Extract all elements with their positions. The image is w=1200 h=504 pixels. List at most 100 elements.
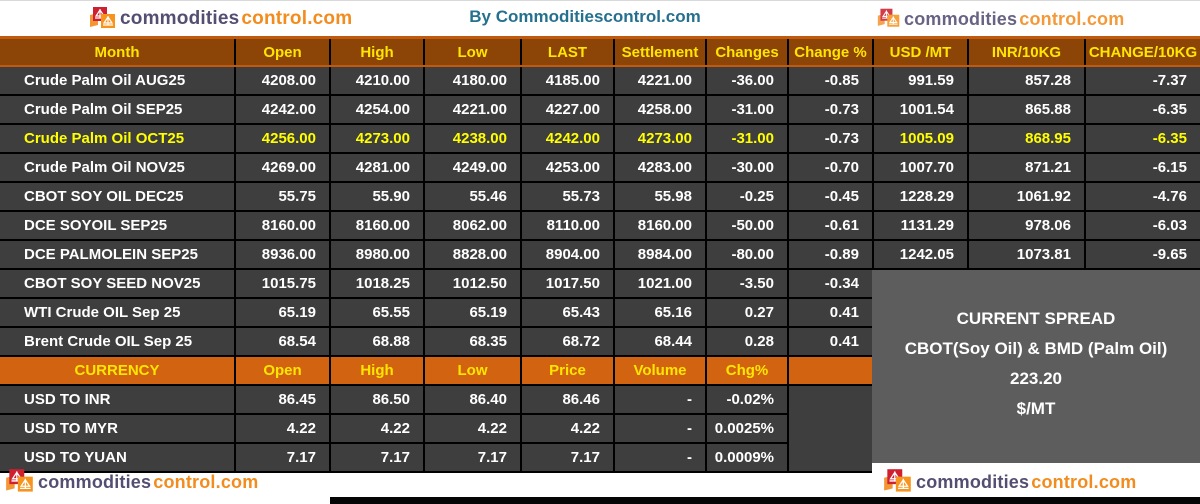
value-cell: 1131.29 <box>874 212 967 239</box>
value-cell: 7.17 <box>331 444 423 471</box>
value-cell: 0.0009% <box>707 444 787 471</box>
value-cell: 7.17 <box>236 444 329 471</box>
brand-logo-bottom-left[interactable]: commodities control.com <box>4 467 258 497</box>
brand-logo-top-left[interactable]: commodities control.com <box>88 5 352 33</box>
brand-name-part1: commodities <box>38 471 152 492</box>
brand-name-part2: control.com <box>1031 471 1137 492</box>
currency-name-cell: USD TO MYR <box>0 415 234 442</box>
contract-name-cell: CBOT SOY OIL DEC25 <box>0 183 234 210</box>
scales-icon <box>90 7 115 28</box>
value-cell: 1012.50 <box>425 270 520 297</box>
value-cell: -7.37 <box>1086 67 1200 94</box>
contract-name-cell: CBOT SOY SEED NOV25 <box>0 270 234 297</box>
value-cell: 991.59 <box>874 67 967 94</box>
table-row: DCE SOYOIL SEP25 8160.00 8160.00 8062.00 811… <box>0 212 1200 241</box>
value-cell: 8980.00 <box>331 241 423 268</box>
column-header: Open <box>236 357 329 384</box>
column-header: USD /MT <box>874 39 967 65</box>
spread-title: CURRENT SPREAD <box>956 309 1116 328</box>
value-cell: 68.72 <box>522 328 613 355</box>
value-cell: 865.88 <box>969 96 1084 123</box>
column-header <box>789 357 872 384</box>
value-cell: 1061.92 <box>969 183 1084 210</box>
value-cell: -31.00 <box>707 125 787 152</box>
value-cell: -6.03 <box>1086 212 1200 239</box>
brand-name-part1: commodities <box>120 8 240 29</box>
value-cell: -0.73 <box>789 125 872 152</box>
value-cell: 65.19 <box>236 299 329 326</box>
value-cell: -80.00 <box>707 241 787 268</box>
brand-logo-bottom-right[interactable]: commodities control.com <box>872 463 1200 501</box>
value-cell: -6.35 <box>1086 125 1200 152</box>
value-cell: 4180.00 <box>425 67 520 94</box>
column-header: Month <box>0 39 234 65</box>
value-cell: 4249.00 <box>425 154 520 181</box>
value-cell: 4208.00 <box>236 67 329 94</box>
value-cell: 4269.00 <box>236 154 329 181</box>
empty-cell-block <box>789 386 872 471</box>
spread-value: 223.20 <box>1010 369 1062 388</box>
futures-header-row: Month Open High Low LAST Settlement Changes Cha… <box>0 39 1200 67</box>
value-cell: 65.19 <box>425 299 520 326</box>
value-cell: - <box>615 444 705 471</box>
column-header: Open <box>236 39 329 65</box>
column-header: Volume <box>615 357 705 384</box>
value-cell: - <box>615 386 705 413</box>
value-cell: -0.89 <box>789 241 872 268</box>
value-cell: 868.95 <box>969 125 1084 152</box>
value-cell: 871.21 <box>969 154 1084 181</box>
value-cell: 65.16 <box>615 299 705 326</box>
value-cell: 86.40 <box>425 386 520 413</box>
value-cell: 4185.00 <box>522 67 613 94</box>
value-cell: 86.46 <box>522 386 613 413</box>
column-header: Settlement <box>615 39 705 65</box>
value-cell: 86.50 <box>331 386 423 413</box>
value-cell: 1021.00 <box>615 270 705 297</box>
value-cell: -0.02% <box>707 386 787 413</box>
column-header: INR/10KG <box>969 39 1084 65</box>
prices-table: Month Open High Low LAST Settlement Changes Cha… <box>0 36 1200 473</box>
value-cell: 4.22 <box>425 415 520 442</box>
brand-logo-top-right[interactable]: commodities control.com <box>876 7 1124 31</box>
column-header: High <box>331 357 423 384</box>
table-row: Crude Palm Oil OCT25 4256.00 4273.00 4238.0… <box>0 125 1200 154</box>
column-header: Change % <box>789 39 872 65</box>
value-cell: 0.41 <box>789 299 872 326</box>
brand-name-part2: control.com <box>241 8 353 29</box>
value-cell: 4238.00 <box>425 125 520 152</box>
value-cell: 1017.50 <box>522 270 613 297</box>
value-cell: 4254.00 <box>331 96 423 123</box>
contract-name-cell: WTI Crude OIL Sep 25 <box>0 299 234 326</box>
value-cell: 4210.00 <box>331 67 423 94</box>
value-cell: 4227.00 <box>522 96 613 123</box>
brand-name-part2: control.com <box>1019 8 1125 29</box>
top-bar: commodities control.com By Commoditiescon… <box>0 1 1200 36</box>
table-row: CBOT SOY OIL DEC25 55.75 55.90 55.46 55.73 55… <box>0 183 1200 212</box>
value-cell: 8828.00 <box>425 241 520 268</box>
value-cell: 8904.00 <box>522 241 613 268</box>
value-cell: -0.25 <box>707 183 787 210</box>
value-cell: -0.70 <box>789 154 872 181</box>
value-cell: -0.85 <box>789 67 872 94</box>
value-cell: -9.65 <box>1086 241 1200 268</box>
value-cell: 4.22 <box>331 415 423 442</box>
value-cell: 0.28 <box>707 328 787 355</box>
column-header: Chg% <box>707 357 787 384</box>
scales-icon <box>884 469 911 492</box>
table-row: DCE PALMOLEIN SEP25 8936.00 8980.00 8828.00… <box>0 241 1200 270</box>
value-cell: -6.15 <box>1086 154 1200 181</box>
currency-name-cell: USD TO YUAN <box>0 444 234 471</box>
value-cell: 0.41 <box>789 328 872 355</box>
value-cell: 4242.00 <box>522 125 613 152</box>
value-cell: 4.22 <box>236 415 329 442</box>
spread-unit: $/MT <box>1016 399 1056 418</box>
byline-title: By Commoditiescontrol.com <box>469 7 701 26</box>
value-cell: 65.55 <box>331 299 423 326</box>
value-cell: 55.73 <box>522 183 613 210</box>
value-cell: 4273.00 <box>331 125 423 152</box>
column-header: Price <box>522 357 613 384</box>
value-cell: -36.00 <box>707 67 787 94</box>
value-cell: 55.90 <box>331 183 423 210</box>
value-cell: 8160.00 <box>615 212 705 239</box>
spread-subtitle: CBOT(Soy Oil) & BMD (Palm Oil) <box>904 339 1168 358</box>
